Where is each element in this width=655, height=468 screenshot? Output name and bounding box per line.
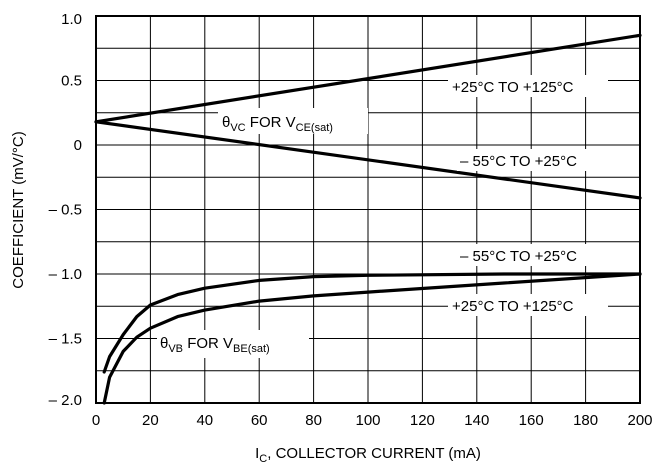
- x-tick-label: 0: [92, 412, 100, 429]
- series-line-4: [102, 272, 642, 405]
- x-axis-label: IC, COLLECTOR CURRENT (mA): [255, 445, 481, 465]
- theta-vc-mid: FOR V: [246, 114, 296, 131]
- annotation-vc-hot: +25°C TO +125°C: [448, 75, 608, 97]
- x-tick-label: 40: [196, 412, 213, 429]
- theta-vb-sub2: BE(sat): [233, 343, 270, 355]
- annotation-vb-cold: – 55°C TO +25°C: [457, 244, 601, 266]
- svg-text:θVB FOR VBE(sat): θVB FOR VBE(sat): [160, 335, 270, 355]
- vb-cold-label: – 55°C TO +25°C: [460, 248, 577, 265]
- theta-vc-symbol: θ: [222, 114, 230, 131]
- x-tick-label: 200: [627, 412, 652, 429]
- x-axis-label-main: I: [255, 445, 259, 462]
- x-tick-label: 60: [251, 412, 268, 429]
- annotation-vc-cold: – 55°C TO +25°C: [457, 149, 601, 171]
- annotation-vb-hot: +25°C TO +125°C: [448, 294, 608, 316]
- theta-vb-sub: VB: [168, 343, 183, 355]
- y-tick-label: – 2.0: [49, 392, 82, 409]
- theta-vc-sub2: CE(sat): [296, 122, 333, 134]
- y-tick-label: 0: [74, 137, 82, 154]
- x-tick-label: 120: [410, 412, 435, 429]
- theta-vb-symbol: θ: [160, 335, 168, 352]
- series-line-3: [102, 272, 642, 374]
- vb-hot-label: +25°C TO +125°C: [452, 298, 574, 315]
- series-line-1: [94, 33, 642, 124]
- y-tick-label: 0.5: [61, 73, 82, 90]
- series-line-2: [94, 120, 642, 200]
- y-tick-label: – 0.5: [49, 202, 82, 219]
- svg-text:θVC FOR VCE(sat): θVC FOR VCE(sat): [222, 114, 333, 134]
- series-group: [94, 33, 642, 405]
- y-tick-label: 1.0: [61, 11, 82, 28]
- x-tick-label: 100: [355, 412, 380, 429]
- annotation-theta-vc: θVC FOR VCE(sat): [218, 108, 368, 134]
- x-tick-labels: 0 20 40 60 80 100 120 140 160 180 200: [92, 412, 653, 429]
- vc-cold-label: – 55°C TO +25°C: [460, 153, 577, 170]
- theta-vb-mid: FOR V: [183, 335, 233, 352]
- y-tick-label: – 1.5: [49, 331, 82, 348]
- theta-vc-sub: VC: [230, 122, 245, 134]
- y-axis-label: COEFFICIENT (mV/°C): [10, 131, 27, 288]
- x-tick-label: 20: [142, 412, 159, 429]
- y-tick-label: – 1.0: [49, 266, 82, 283]
- x-axis-label-sub: C: [259, 453, 267, 465]
- x-tick-label: 160: [519, 412, 544, 429]
- annotation-theta-vb: θVB FOR VBE(sat): [157, 330, 309, 358]
- y-tick-labels: 1.0 0.5 0 – 0.5 – 1.0 – 1.5 – 2.0: [49, 11, 82, 409]
- vc-hot-label: +25°C TO +125°C: [452, 79, 574, 96]
- x-tick-label: 180: [573, 412, 598, 429]
- plot-frame: [95, 15, 641, 404]
- x-tick-label: 80: [305, 412, 322, 429]
- x-tick-label: 140: [464, 412, 489, 429]
- x-axis-label-rest: , COLLECTOR CURRENT (mA): [267, 445, 481, 462]
